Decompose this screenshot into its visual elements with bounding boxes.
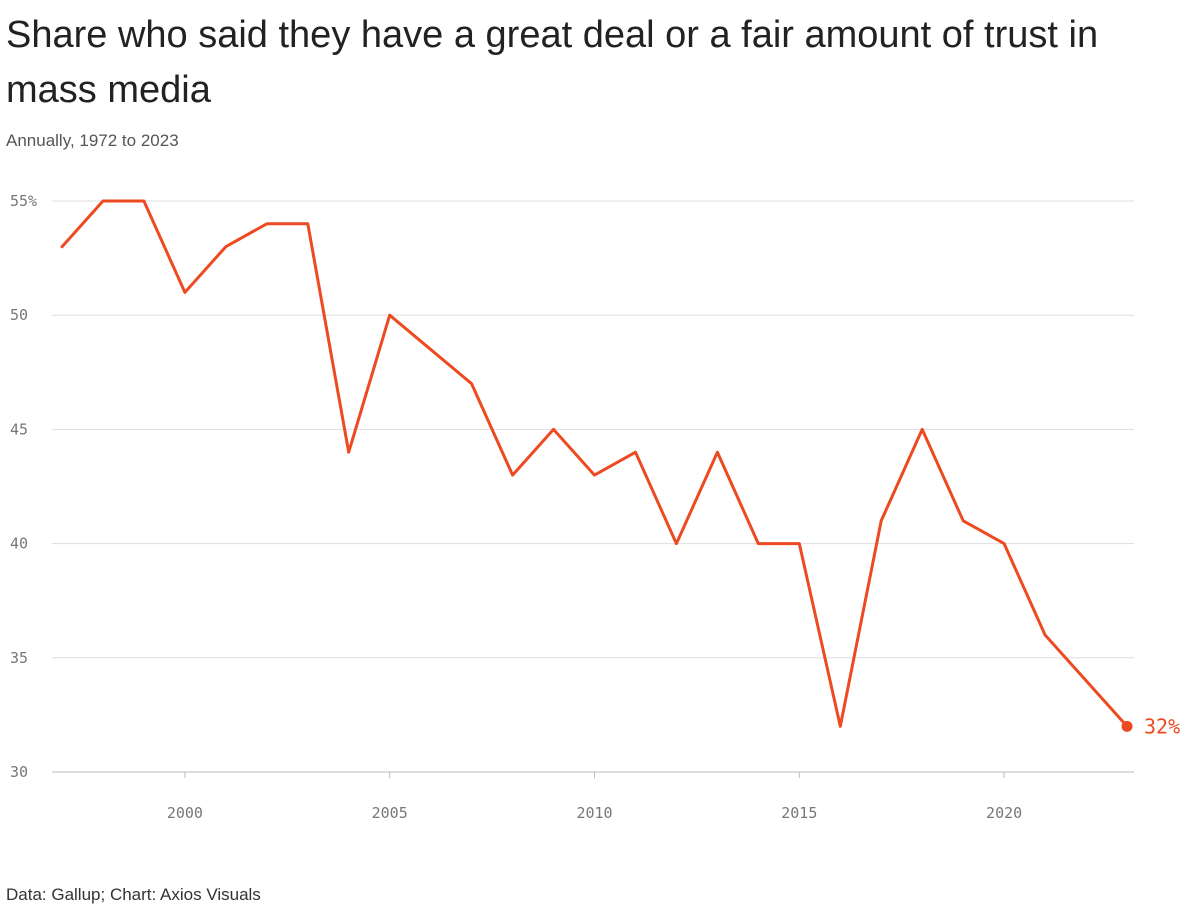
y-tick-label: 35: [10, 649, 28, 667]
chart-title: Share who said they have a great deal or…: [6, 14, 1099, 111]
x-tick-label: 2000: [167, 804, 203, 822]
y-tick-label: 55%: [10, 192, 37, 210]
end-point-marker: [1121, 720, 1133, 732]
chart-source: Data: Gallup; Chart: Axios Visuals: [6, 885, 261, 904]
x-tick-label: 2015: [781, 804, 817, 822]
x-tick-label: 2010: [576, 804, 612, 822]
y-tick-label: 50: [10, 306, 28, 324]
chart-subtitle: Annually, 1972 to 2023: [6, 131, 179, 150]
y-tick-label: 45: [10, 420, 28, 438]
y-tick-label: 40: [10, 535, 28, 553]
y-tick-label: 30: [10, 763, 28, 781]
series-line: [60, 199, 1129, 728]
x-tick-label: 2020: [986, 804, 1022, 822]
x-tick-label: 2005: [372, 804, 408, 822]
end-value-label: 32%: [1144, 714, 1180, 738]
